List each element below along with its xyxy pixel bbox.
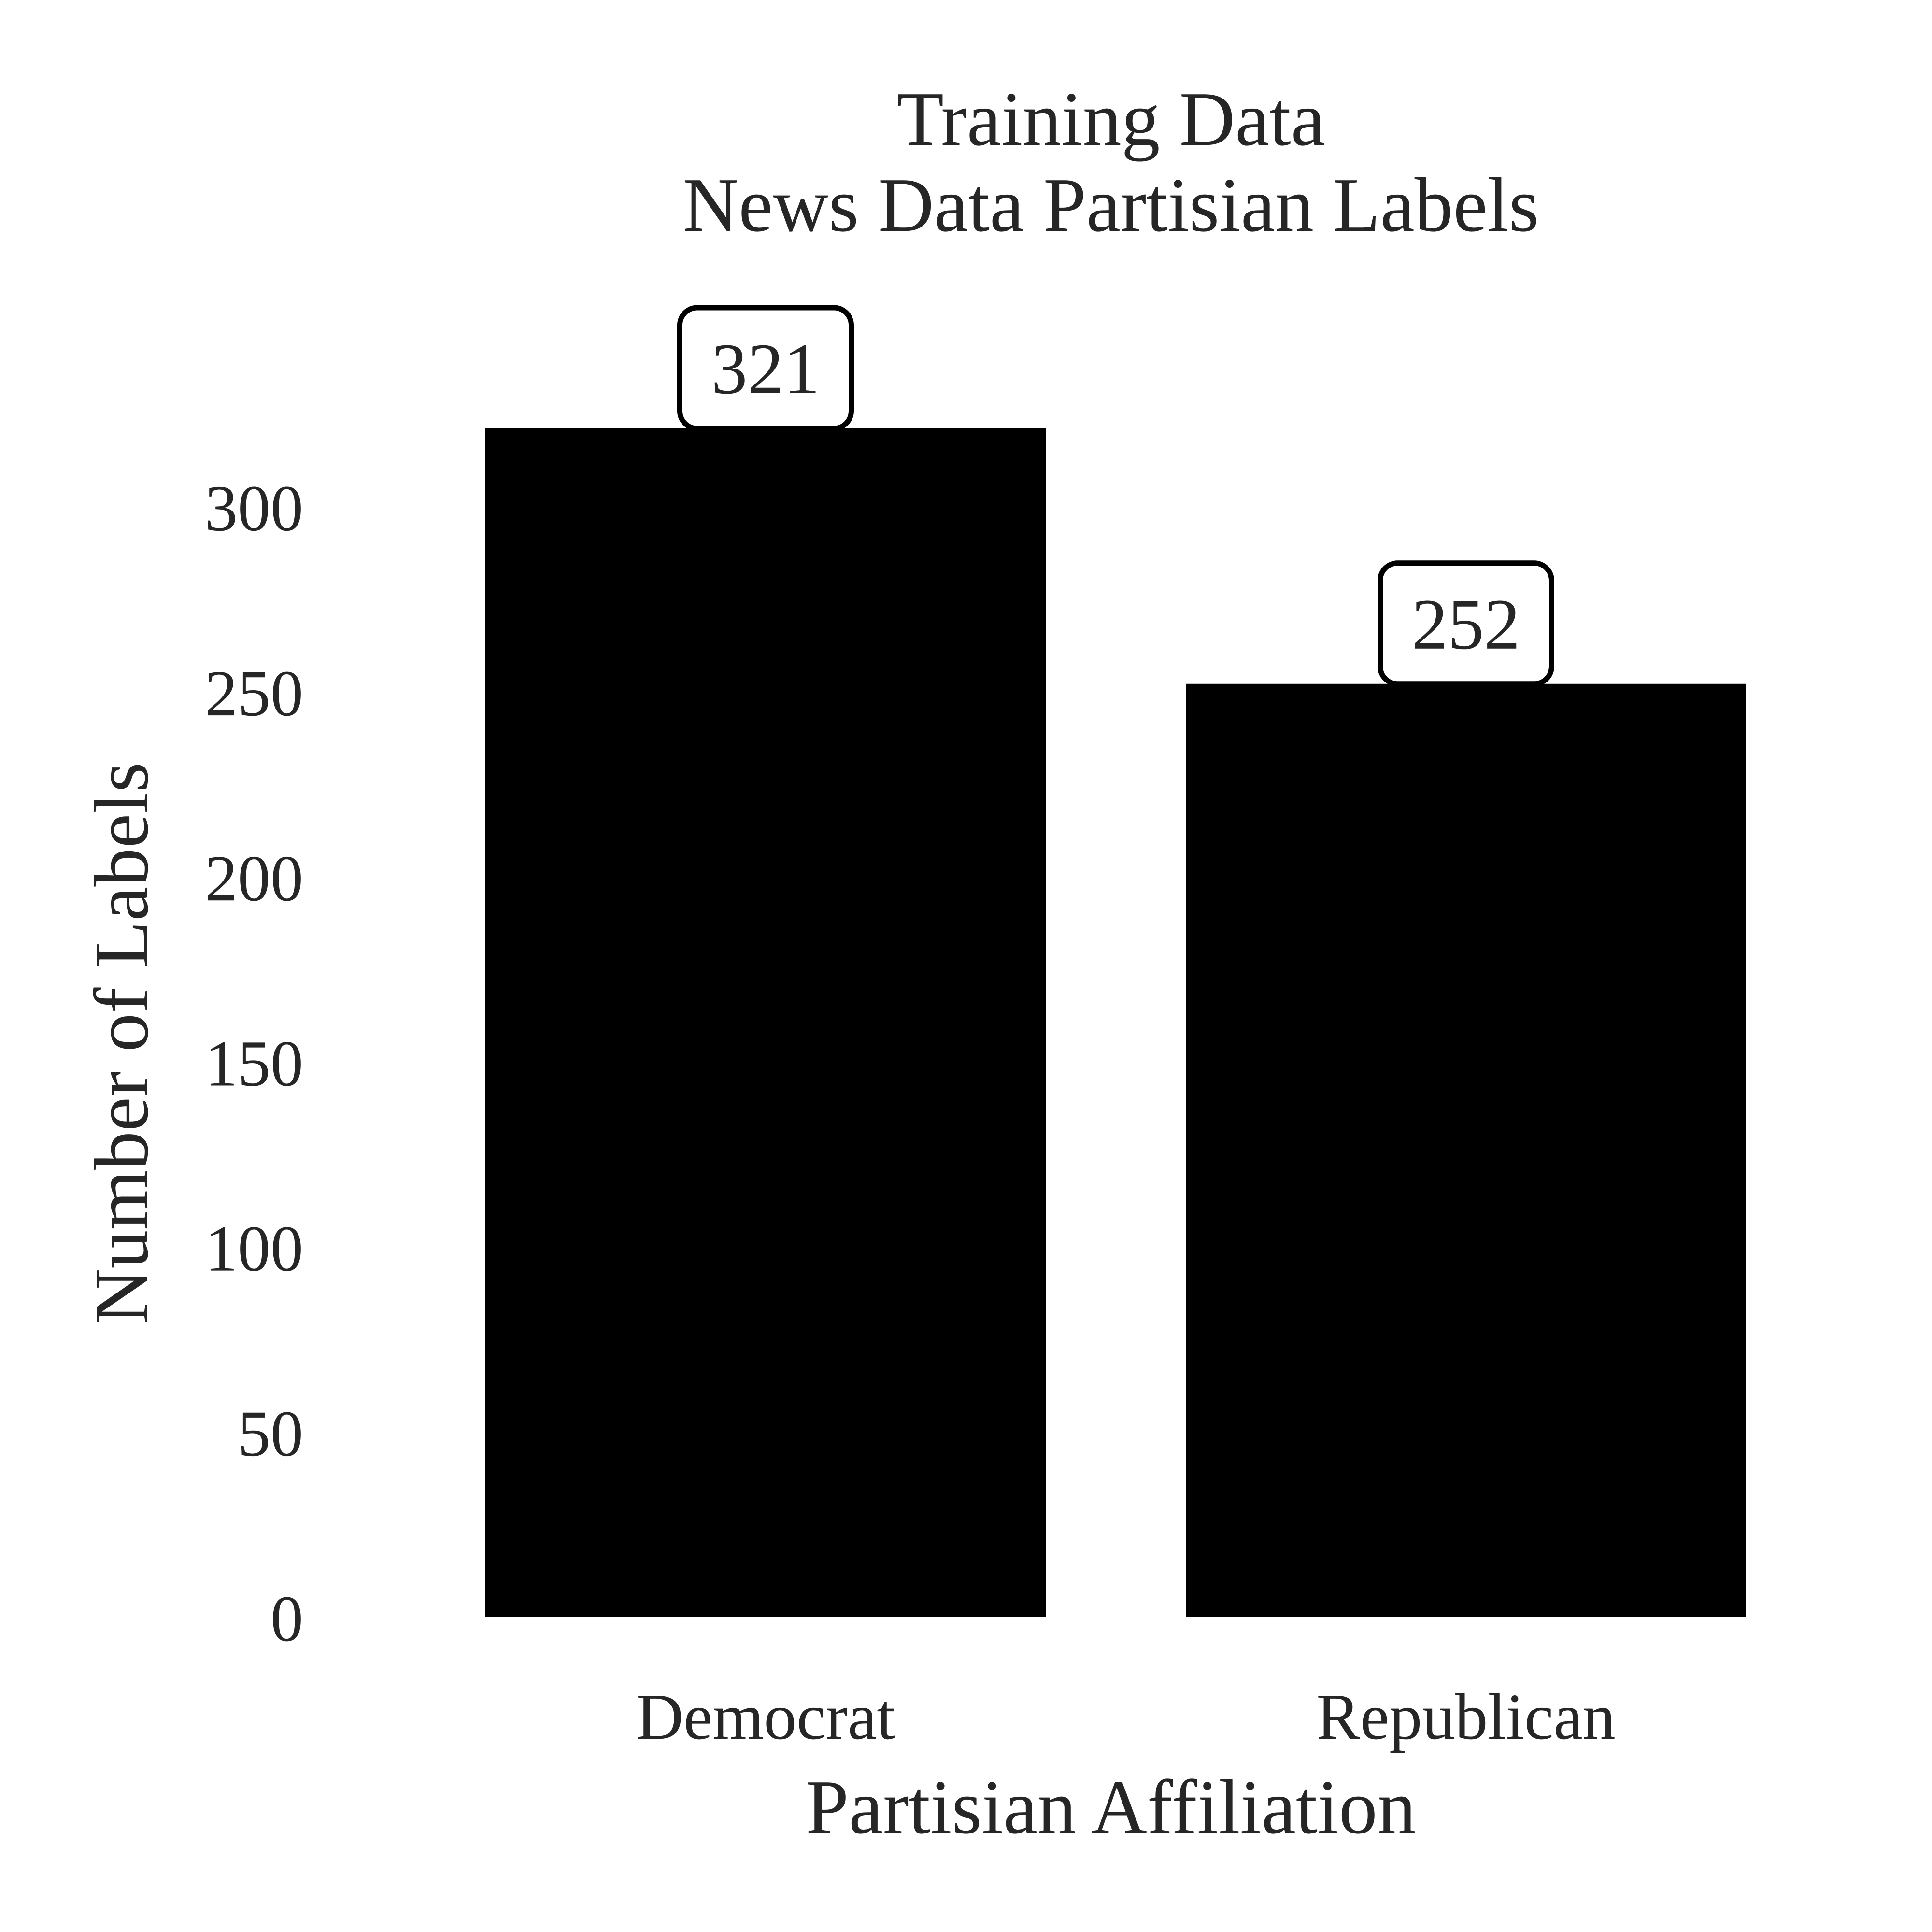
data-label: 321 (711, 329, 820, 409)
chart-subtitle: News Data Partisian Labels (683, 162, 1539, 248)
data-label-box (677, 305, 854, 431)
bar-democrat (485, 428, 1046, 1617)
y-axis-label: Number of Labels (78, 762, 164, 1324)
x-tick-label: Democrat (636, 1681, 895, 1753)
x-tick-label: Republican (1316, 1681, 1615, 1753)
y-tick-label: 250 (205, 657, 303, 730)
plot-area: 0 50 100 150 200 250 300 Democrat 321 Republican 2… (205, 305, 1746, 1753)
y-tick-label: 300 (205, 472, 303, 545)
data-label-box (1378, 560, 1554, 687)
chart-title: Training Data (896, 76, 1325, 162)
data-label: 252 (1412, 584, 1520, 665)
y-tick-label: 100 (205, 1213, 303, 1285)
bar-republican (1186, 683, 1746, 1617)
x-axis-label: Partisian Affiliation (806, 1764, 1416, 1850)
y-tick-label: 0 (270, 1583, 303, 1655)
y-tick-label: 150 (205, 1027, 303, 1100)
y-tick-label: 200 (205, 842, 303, 915)
y-tick-label: 50 (238, 1398, 303, 1470)
